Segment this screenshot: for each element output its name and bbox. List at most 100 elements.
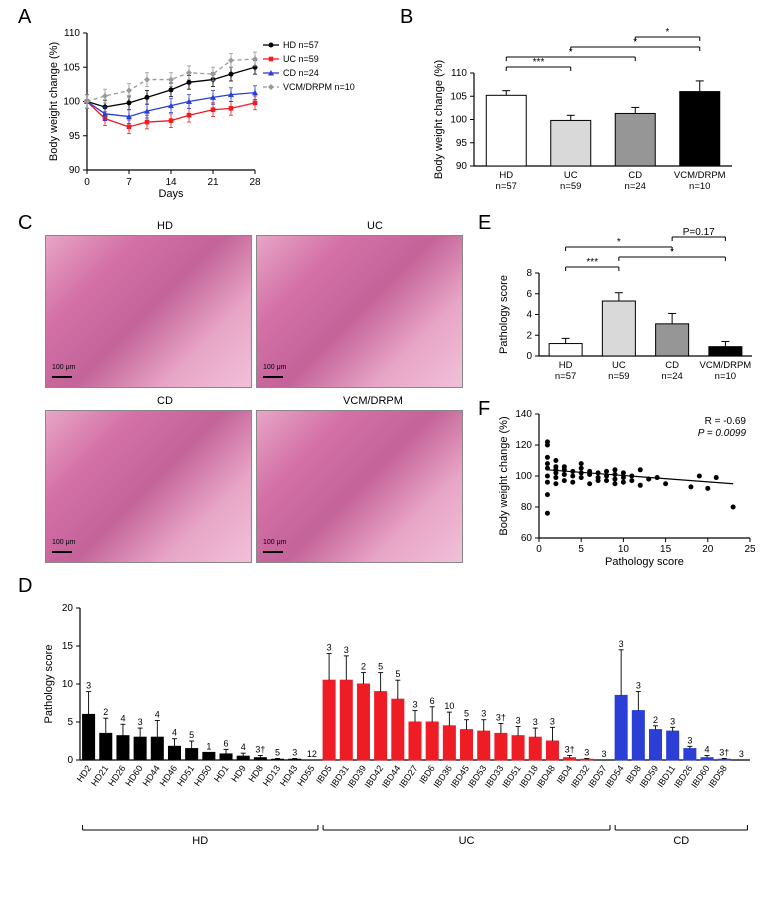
svg-text:0: 0 bbox=[526, 351, 532, 362]
panel-label-f: F bbox=[478, 398, 490, 421]
svg-text:90: 90 bbox=[69, 165, 81, 176]
svg-text:3: 3 bbox=[86, 681, 91, 691]
svg-text:140: 140 bbox=[515, 409, 532, 420]
svg-text:3: 3 bbox=[739, 749, 744, 759]
svg-text:100: 100 bbox=[63, 97, 80, 108]
svg-text:15: 15 bbox=[62, 641, 74, 652]
svg-text:10: 10 bbox=[618, 544, 630, 555]
svg-text:IBD54: IBD54 bbox=[603, 763, 626, 789]
svg-text:3: 3 bbox=[584, 747, 589, 757]
svg-text:UC n=59: UC n=59 bbox=[283, 54, 319, 64]
svg-text:HD1: HD1 bbox=[212, 763, 231, 783]
svg-text:CD n=24: CD n=24 bbox=[283, 68, 319, 78]
svg-text:28: 28 bbox=[249, 177, 261, 188]
panel-label-d: D bbox=[18, 575, 32, 598]
svg-text:2: 2 bbox=[526, 330, 532, 341]
svg-text:15: 15 bbox=[660, 544, 672, 555]
svg-text:105: 105 bbox=[63, 62, 80, 73]
panel-e-chart: 02468Pathology scoreHDn=57UCn=59CDn=24VC… bbox=[495, 225, 760, 390]
svg-text:IBD48: IBD48 bbox=[535, 763, 558, 789]
svg-text:VCM/DRPM: VCM/DRPM bbox=[674, 170, 726, 181]
svg-text:7: 7 bbox=[126, 177, 132, 188]
svg-text:P=0.17: P=0.17 bbox=[683, 227, 715, 238]
svg-text:5: 5 bbox=[464, 709, 469, 719]
svg-text:n=10: n=10 bbox=[689, 181, 710, 192]
panel-label-a: A bbox=[18, 6, 31, 29]
svg-text:HD21: HD21 bbox=[89, 763, 110, 788]
svg-text:Pathology score: Pathology score bbox=[498, 275, 510, 354]
svg-text:4: 4 bbox=[155, 709, 160, 719]
svg-text:25: 25 bbox=[744, 544, 756, 555]
svg-text:90: 90 bbox=[456, 161, 468, 172]
svg-text:5: 5 bbox=[395, 669, 400, 679]
svg-text:0: 0 bbox=[536, 544, 542, 555]
svg-text:IBD27: IBD27 bbox=[397, 763, 420, 789]
svg-text:HD: HD bbox=[192, 835, 208, 847]
histology-label-hd: HD bbox=[135, 220, 195, 232]
svg-text:100: 100 bbox=[515, 471, 532, 482]
svg-text:HD55: HD55 bbox=[295, 763, 316, 788]
svg-text:IBD59: IBD59 bbox=[638, 763, 661, 789]
svg-text:HD51: HD51 bbox=[175, 763, 196, 788]
svg-text:HD26: HD26 bbox=[106, 763, 127, 788]
svg-text:3: 3 bbox=[481, 709, 486, 719]
svg-text:UC: UC bbox=[612, 360, 626, 371]
svg-text:HD60: HD60 bbox=[123, 763, 144, 788]
svg-text:HD n=57: HD n=57 bbox=[283, 40, 319, 50]
panel-label-e: E bbox=[478, 212, 491, 235]
svg-text:VCM/DRPM n=10: VCM/DRPM n=10 bbox=[283, 82, 355, 92]
svg-text:110: 110 bbox=[451, 68, 467, 79]
svg-text:5: 5 bbox=[378, 662, 383, 672]
svg-text:0: 0 bbox=[67, 755, 73, 766]
svg-text:***: *** bbox=[586, 257, 598, 268]
svg-text:3: 3 bbox=[327, 643, 332, 653]
svg-text:Body weight change (%): Body weight change (%) bbox=[433, 60, 445, 179]
svg-text:6: 6 bbox=[430, 696, 435, 706]
svg-text:VCM/DRPM: VCM/DRPM bbox=[700, 360, 752, 371]
svg-text:HD9: HD9 bbox=[229, 763, 248, 783]
svg-text:100: 100 bbox=[450, 115, 467, 126]
svg-text:5: 5 bbox=[189, 730, 194, 740]
svg-text:Days: Days bbox=[158, 188, 184, 200]
svg-text:HD: HD bbox=[499, 170, 513, 181]
svg-text:95: 95 bbox=[69, 131, 81, 142]
svg-text:HD13: HD13 bbox=[261, 763, 282, 788]
svg-text:R = -0.69: R = -0.69 bbox=[705, 416, 747, 427]
svg-text:110: 110 bbox=[64, 28, 80, 39]
svg-text:4: 4 bbox=[526, 310, 532, 321]
svg-text:CD: CD bbox=[628, 170, 642, 181]
svg-text:Body weight change (%): Body weight change (%) bbox=[48, 42, 60, 161]
panel-d-chart: 05101520Pathology score3HD22HD214HD263HD… bbox=[40, 590, 760, 880]
svg-text:2: 2 bbox=[361, 662, 366, 672]
svg-text:CD: CD bbox=[673, 835, 689, 847]
svg-text:3: 3 bbox=[516, 716, 521, 726]
svg-text:P = 0.0099: P = 0.0099 bbox=[698, 428, 747, 439]
histology-cd: 100 μm bbox=[45, 410, 252, 563]
svg-text:3†: 3† bbox=[565, 744, 575, 754]
svg-text:3: 3 bbox=[619, 639, 624, 649]
svg-text:UC: UC bbox=[564, 170, 578, 181]
panel-label-c: C bbox=[18, 212, 32, 235]
svg-text:8: 8 bbox=[526, 268, 532, 279]
svg-text:4: 4 bbox=[241, 742, 246, 752]
histology-label-uc: UC bbox=[345, 220, 405, 232]
svg-text:5: 5 bbox=[275, 747, 280, 757]
panel-f-chart: 05101520256080100120140Body weight chang… bbox=[495, 408, 760, 568]
histology-hd: 100 μm bbox=[45, 235, 252, 388]
svg-text:n=24: n=24 bbox=[661, 371, 682, 382]
svg-text:Pathology score: Pathology score bbox=[43, 645, 55, 724]
svg-text:10: 10 bbox=[444, 701, 454, 711]
svg-text:3†: 3† bbox=[719, 747, 729, 757]
svg-text:6: 6 bbox=[526, 289, 532, 300]
svg-text:HD43: HD43 bbox=[278, 763, 299, 788]
svg-text:HD46: HD46 bbox=[158, 763, 179, 788]
svg-text:0: 0 bbox=[84, 177, 90, 188]
svg-text:3: 3 bbox=[138, 717, 143, 727]
panel-a-chart: 071421289095100105110Body weight change … bbox=[45, 25, 365, 200]
svg-text:4: 4 bbox=[120, 713, 125, 723]
svg-text:10: 10 bbox=[62, 679, 74, 690]
svg-text:HD: HD bbox=[559, 360, 573, 371]
svg-text:5: 5 bbox=[578, 544, 584, 555]
svg-text:n=59: n=59 bbox=[560, 181, 581, 192]
svg-text:n=24: n=24 bbox=[625, 181, 646, 192]
